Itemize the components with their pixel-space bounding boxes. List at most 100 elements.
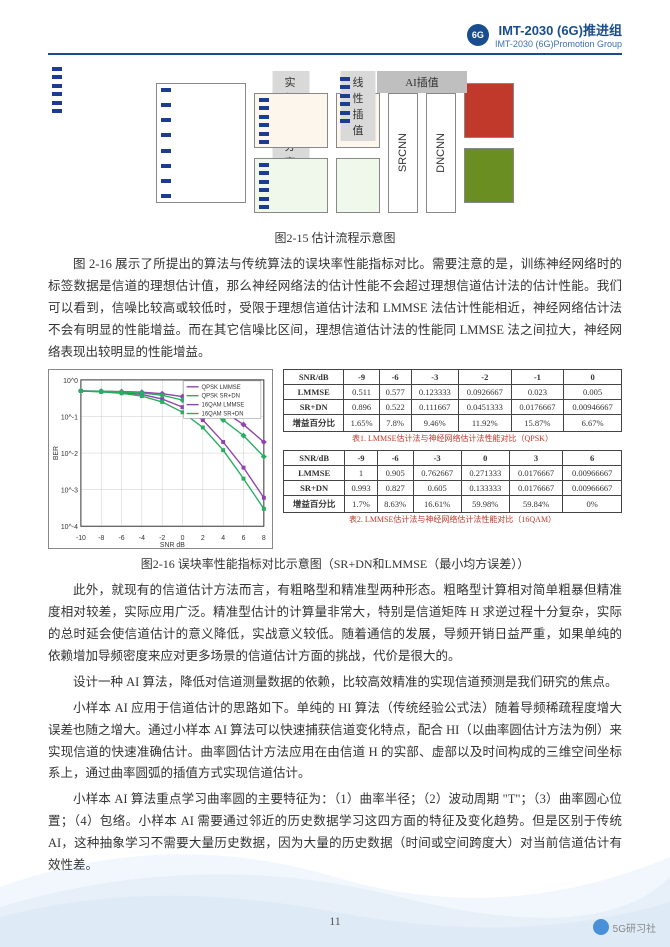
header-title: IMT-2030 (6G)推进组 — [495, 20, 622, 39]
table-cell: 0.00966667 — [563, 466, 622, 481]
table-header-cell: 0 — [461, 451, 509, 466]
table-cell: SR+DN — [284, 481, 345, 496]
svg-text:16QAM SR+DN: 16QAM SR+DN — [202, 412, 244, 418]
svg-text:10^-3: 10^-3 — [61, 488, 78, 495]
table-cell: 1 — [345, 466, 377, 481]
svg-text:4: 4 — [221, 535, 225, 542]
table-header-cell: -9 — [344, 370, 379, 385]
stage-linear-interp: 线性插值 — [336, 73, 380, 213]
table-cell: 15.87% — [511, 415, 564, 432]
table-cell: 1.65% — [344, 415, 379, 432]
table-header-cell: SNR/dB — [284, 370, 344, 385]
figure-2-16-caption: 图2-16 误块率性能指标对比示意图（SR+DN和LMMSE（最小均方误差）） — [48, 555, 622, 572]
table-cell: 9.46% — [411, 415, 458, 432]
svg-text:SNR dB: SNR dB — [160, 542, 185, 548]
figure-2-15-diagram: 实部虚部分离 线性插值 — [48, 63, 622, 223]
svg-text:QPSK LMMSE: QPSK LMMSE — [202, 385, 241, 391]
table-cell: 0.0176667 — [509, 466, 562, 481]
table-cell: 0.00966667 — [563, 481, 622, 496]
logo-badge: 6G — [467, 24, 489, 46]
table-cell: 0.577 — [379, 385, 411, 400]
table-cell: 16.61% — [413, 496, 461, 513]
watermark-icon — [593, 919, 609, 935]
table-cell: 0.511 — [344, 385, 379, 400]
output-real-block — [464, 83, 514, 138]
table-cell: 0.00946667 — [564, 400, 622, 415]
table-header-cell: -9 — [345, 451, 377, 466]
table-cell: 增益百分比 — [284, 415, 344, 432]
pilot-band — [161, 88, 173, 198]
linear-imag-block — [336, 158, 380, 213]
table-cell: 0.0451333 — [458, 400, 511, 415]
table-header-cell: -3 — [411, 370, 458, 385]
srcnn-block: SRCNN — [388, 93, 418, 213]
table-header-cell: -6 — [379, 370, 411, 385]
table-cell: 0.005 — [564, 385, 622, 400]
svg-text:-4: -4 — [139, 535, 145, 542]
stage-ai-interp: AI插值 SRCNN DNCNN — [388, 73, 456, 213]
table-cell: 8.63% — [377, 496, 413, 513]
watermark-text: 5G研习社 — [613, 920, 656, 935]
input-column — [156, 83, 246, 203]
table-16qam: SNR/dB-9-6-3036LMMSE10.9050.7626670.2713… — [283, 450, 622, 513]
svg-text:-6: -6 — [118, 535, 124, 542]
table-cell: 增益百分比 — [284, 496, 345, 513]
table-cell: 0.827 — [377, 481, 413, 496]
svg-text:16QAM LMMSE: 16QAM LMMSE — [202, 403, 245, 409]
table-cell: 0.271333 — [461, 466, 509, 481]
imag-band — [259, 163, 271, 209]
table-cell: 59.84% — [509, 496, 562, 513]
table-header-cell: -1 — [511, 370, 564, 385]
svg-text:10^0: 10^0 — [63, 378, 78, 385]
table-row: SR+DN0.8960.5220.1116670.04513330.017666… — [284, 400, 622, 415]
svg-text:BER: BER — [53, 446, 60, 460]
table-cell: 0.023 — [511, 385, 564, 400]
table-cell: 0.133333 — [461, 481, 509, 496]
table-row: 增益百分比1.65%7.8%9.46%11.92%15.87%6.67% — [284, 415, 622, 432]
header-subtitle: IMT-2030 (6G)Promotion Group — [495, 39, 622, 49]
table-cell: 0.762667 — [413, 466, 461, 481]
srcnn-label: SRCNN — [397, 133, 409, 172]
paragraph-5: 小样本 AI 算法重点学习曲率圆的主要特征为：（1）曲率半径；（2）波动周期 "… — [48, 789, 622, 877]
svg-text:8: 8 — [262, 535, 266, 542]
table-cell: 0.111667 — [411, 400, 458, 415]
svg-text:-10: -10 — [76, 535, 86, 542]
table-cell: 59.98% — [461, 496, 509, 513]
table-cell: 0.905 — [377, 466, 413, 481]
svg-text:2: 2 — [201, 535, 205, 542]
page-header: 6G IMT-2030 (6G)推进组 IMT-2030 (6G)Promoti… — [48, 20, 622, 55]
paragraph-4: 小样本 AI 应用于信道估计的思路如下。单纯的 HI 算法（传统经验公式法）随着… — [48, 698, 622, 786]
table-header-cell: 0 — [564, 370, 622, 385]
table-cell: SR+DN — [284, 400, 344, 415]
table-b-wrap: SNR/dB-9-6-3036LMMSE10.9050.7626670.2713… — [283, 450, 622, 525]
real-band — [259, 98, 271, 144]
table-cell: 0.993 — [345, 481, 377, 496]
real-part-block — [254, 93, 328, 148]
table-header-cell: -2 — [458, 370, 511, 385]
svg-text:QPSK SR+DN: QPSK SR+DN — [202, 394, 240, 400]
svg-text:-8: -8 — [98, 535, 104, 542]
table-cell: 0.522 — [379, 400, 411, 415]
table-cell: 0.605 — [413, 481, 461, 496]
table-cell: 0.123333 — [411, 385, 458, 400]
tables-column: SNR/dB-9-6-3-2-10LMMSE0.5110.5770.123333… — [283, 369, 622, 525]
page-root: 6G IMT-2030 (6G)推进组 IMT-2030 (6G)Promoti… — [0, 0, 670, 947]
table-cell: 7.8% — [379, 415, 411, 432]
watermark: 5G研习社 — [593, 919, 656, 935]
table-a-wrap: SNR/dB-9-6-3-2-10LMMSE0.5110.5770.123333… — [283, 369, 622, 444]
table-header-cell: -6 — [377, 451, 413, 466]
table-row: LMMSE10.9050.7626670.2713330.01766670.00… — [284, 466, 622, 481]
table-cell: LMMSE — [284, 466, 345, 481]
stage3-label: AI插值 — [377, 71, 467, 93]
input-signal-block — [156, 83, 246, 203]
bler-chart: -10-8-6-4-20246810^-410^-310^-210^-110^0… — [48, 369, 273, 549]
table-cell: 6.67% — [564, 415, 622, 432]
table-b-caption: 表2. LMMSE估计法与神经网络估计法性能对比（16QAM） — [283, 514, 622, 525]
dncnn-label: DNCNN — [435, 133, 447, 173]
figure-2-15-caption: 图2-15 估计流程示意图 — [48, 229, 622, 246]
stage-separation: 实部虚部分离 — [254, 73, 328, 213]
page-number: 11 — [0, 914, 670, 929]
table-a-caption: 表1. LMMSE估计法与神经网络估计法性能对比（QPSK） — [283, 433, 622, 444]
paragraph-3: 设计一种 AI 算法，降低对信道测量数据的依赖，比较高效精准的实现信道预测是我们… — [48, 672, 622, 694]
table-header-cell: 3 — [509, 451, 562, 466]
